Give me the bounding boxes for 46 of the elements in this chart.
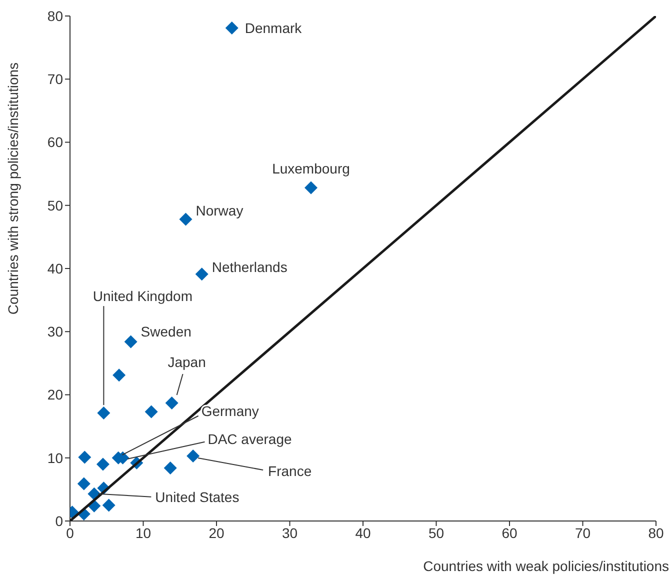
x-tick-label: 80	[648, 524, 664, 541]
x-tick-label: 0	[66, 524, 74, 541]
y-tick-label: 60	[47, 134, 64, 150]
annotation: United States	[155, 488, 240, 505]
x-tick-label: 60	[502, 524, 518, 541]
annotation: United Kingdom	[92, 288, 193, 304]
annotation: Denmark	[244, 20, 303, 36]
y-tick-label: 0	[55, 512, 64, 529]
y-tick-label: 70	[47, 71, 64, 88]
y-tick-label: 30	[47, 324, 64, 340]
point	[165, 396, 178, 410]
annotation: Norway	[196, 202, 244, 218]
point	[144, 405, 158, 418]
point	[225, 21, 238, 34]
y-tick-label: 50	[47, 197, 64, 214]
annotation: DAC average	[208, 430, 292, 447]
x-tick-label: 50	[428, 524, 444, 541]
point	[96, 458, 110, 471]
annotation: Netherlands	[212, 259, 288, 276]
point	[97, 406, 110, 420]
x-axis-title: Countries with weak policies/institutions	[423, 558, 669, 574]
annotation: Luxembourg	[272, 160, 350, 177]
annotation: France	[268, 462, 312, 479]
x-tick-label: 70	[574, 524, 591, 541]
y-tick-label: 10	[47, 450, 64, 466]
point	[304, 181, 318, 194]
point	[102, 498, 116, 512]
y-tick-label: 80	[47, 8, 64, 24]
annotation: Sweden	[140, 324, 192, 340]
point	[186, 449, 200, 462]
point	[78, 450, 92, 464]
x-tick-label: 10	[135, 524, 152, 541]
y-axis-title: Countries with strong policies/institutions	[4, 62, 21, 315]
point	[195, 268, 208, 281]
point	[124, 335, 138, 348]
point	[112, 368, 126, 382]
point	[164, 461, 177, 474]
x-tick-label: 30	[282, 524, 298, 541]
x-tick-label: 40	[355, 524, 371, 541]
annotation: Japan	[168, 354, 206, 370]
y-tick-label: 40	[47, 260, 64, 276]
point	[77, 477, 90, 490]
x-tick-label: 20	[208, 524, 224, 541]
point	[179, 212, 192, 226]
y-tick-label: 20	[47, 386, 64, 403]
annotation: Germany	[201, 402, 259, 419]
